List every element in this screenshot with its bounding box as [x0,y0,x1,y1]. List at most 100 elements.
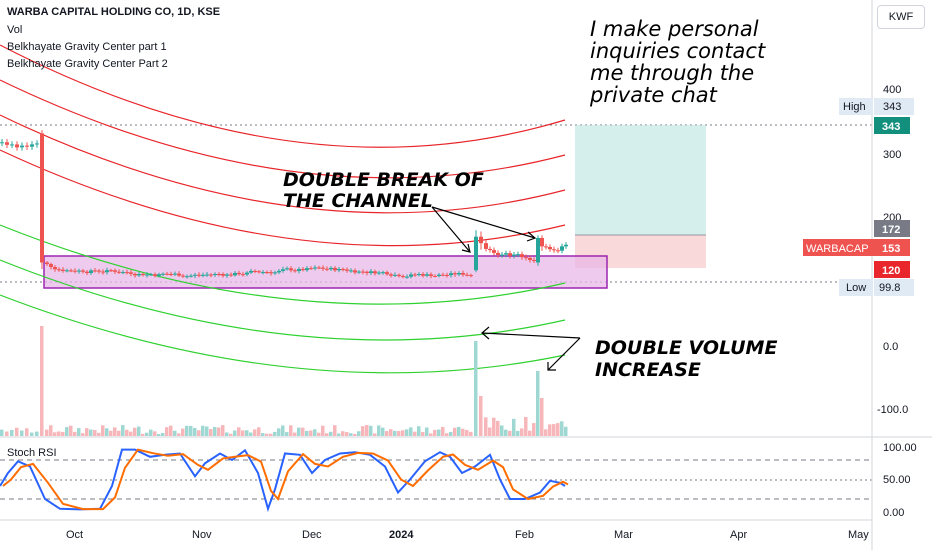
candle-body [49,264,53,267]
volume-bar [53,432,57,436]
stoch-tick-50: 50.00 [883,474,911,486]
top-note-line-4: private chat [589,83,718,107]
volume-bar [373,433,377,436]
candle-body [345,269,349,271]
break-arrow-1 [431,206,471,253]
high-label-bg [839,98,873,115]
candle-body [333,267,337,271]
candle-body [285,268,289,270]
candle-body [297,269,301,272]
break-note-line-1: DOUBLE BREAK OF [283,169,484,191]
volume-bar [289,425,293,436]
volume-bar [301,427,305,436]
volume-bar [293,432,297,436]
candle-body [385,272,389,275]
position-target-zone[interactable] [575,125,706,235]
volume-bar [269,433,273,436]
volume-bar [329,431,333,436]
volume-bar [5,431,9,436]
candle-body [540,237,544,247]
candle-body [353,270,357,273]
volume-bar [297,427,301,436]
candle-body [301,269,305,271]
volume-note-line-2: INCREASE [595,359,701,381]
volume-bar [349,433,353,436]
candle-body [61,269,65,271]
volume-bar [125,429,129,436]
volume-bar [425,427,429,436]
candle-body [313,267,317,269]
volume-bar [25,428,29,436]
volume-bar [345,432,349,436]
volume-bar [321,425,325,436]
candle-body [101,271,105,273]
stop-value: 120 [882,265,900,277]
volume-bar [101,425,105,436]
top-note-line-3: me through the [590,61,754,85]
candles [0,130,568,279]
volume-bar [177,433,181,436]
volume-bar [325,433,329,436]
candle-body [524,257,528,259]
x-tick-oct: Oct [66,529,83,541]
break-arrow-2 [431,206,536,239]
volume-bar [429,433,433,436]
y-tick-neg100: -100.0 [877,404,908,416]
candle-body [185,276,189,278]
candle-body [556,250,560,252]
volume-bar [465,429,469,436]
x-tick-feb: Feb [515,529,534,541]
candle-body [429,274,433,276]
volume-bar [205,426,209,436]
low-value: 99.8 [879,282,900,294]
currency-selector[interactable]: KWF [877,5,925,29]
volume-bar [479,396,483,436]
candle-body [397,274,401,277]
volume-bar [121,425,125,436]
volume-bar [520,428,524,436]
gravity-red-curve-1 [0,44,566,148]
candle-body [516,254,520,256]
candle-body [484,243,488,249]
volume-bar [540,398,544,436]
volume-bar [401,430,405,436]
candle-body [65,270,69,272]
candle-body [532,259,536,261]
candle-body [10,144,14,146]
indicator-gravity-1: Belkhayate Gravity Center part 1 [7,41,167,53]
volume-bar [496,420,500,436]
candle-body [5,142,9,145]
volume-bar [389,429,393,436]
candle-body [520,254,524,258]
candle-body [221,273,225,276]
candle-body [15,144,19,148]
candle-body [309,268,313,270]
candle-body [369,271,373,273]
volume-bar [65,427,69,436]
x-tick-mar: Mar [614,529,633,541]
volume-bar [524,417,528,436]
last-value: 153 [882,243,900,255]
candle-body [40,133,44,263]
volume-bar [353,433,357,436]
candle-body [35,143,39,145]
candle-body [197,274,201,276]
candle-body [173,273,177,275]
volume-bar [35,431,39,436]
candle-body [213,273,217,275]
arrow-group [431,206,581,371]
volume-bar [365,425,369,436]
volume-bar [153,431,157,436]
volume-bar [61,431,65,436]
range-box[interactable] [43,255,608,289]
candle-body [161,273,165,275]
volume-arrow-2 [547,337,581,371]
stop-value-bg [874,261,910,278]
volume-bar [133,427,137,436]
candle-body [217,273,221,275]
candle-body [421,274,425,276]
volume-arrow-2-head [547,362,556,371]
candle-body [97,270,101,272]
candle-body [257,271,261,273]
